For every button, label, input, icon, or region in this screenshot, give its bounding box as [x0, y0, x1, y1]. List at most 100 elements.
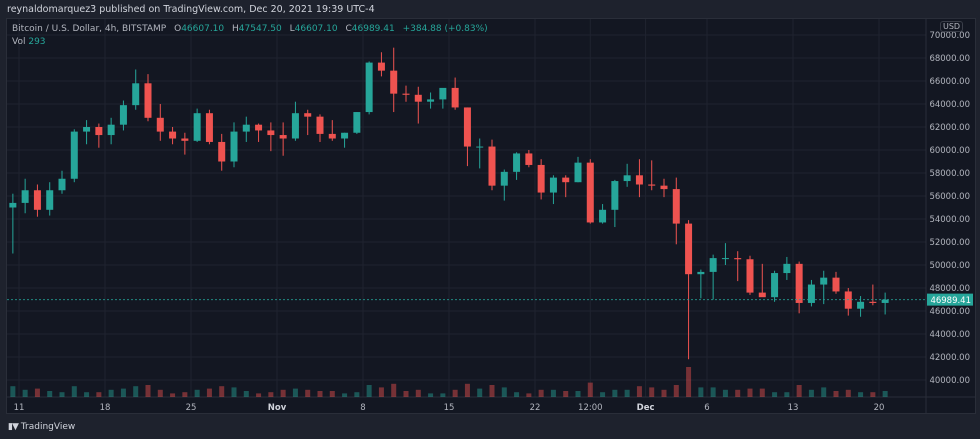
y-tick-label: 70000.00	[929, 31, 970, 41]
y-tick-label: 56000.00	[929, 192, 970, 202]
candle-body	[181, 138, 189, 141]
volume-bar	[636, 386, 642, 397]
candle-body	[586, 162, 594, 223]
chart-frame[interactable]	[6, 18, 976, 414]
y-tick-label: 58000.00	[929, 169, 970, 179]
candle-body	[513, 153, 521, 172]
candle-body	[242, 124, 250, 132]
volume-bar	[366, 385, 372, 397]
volume-bar	[464, 383, 470, 397]
candle-body	[279, 135, 287, 139]
candle-body	[549, 177, 557, 193]
volume-bar	[305, 389, 311, 397]
candle-body	[132, 83, 140, 106]
candle-body	[169, 131, 177, 139]
y-tick-label: 54000.00	[929, 215, 970, 225]
candle-body	[685, 223, 693, 275]
candle-body	[218, 141, 226, 162]
volume-bar	[624, 389, 630, 397]
candle-body	[291, 113, 299, 139]
candle-body	[832, 277, 840, 292]
candle-body	[46, 190, 54, 210]
candle-body	[525, 153, 533, 165]
footer-brand[interactable]: ▮▼ TradingView	[8, 422, 75, 432]
symbol-title: Bitcoin / U.S. Dollar, 4h, BITSTAMP	[12, 24, 167, 34]
candle-body	[623, 175, 631, 182]
change-value: +384.88 (+0.83%)	[402, 24, 488, 34]
volume-bar	[747, 388, 753, 397]
volume-bar	[833, 391, 839, 397]
y-tick-label: 52000.00	[929, 238, 970, 248]
y-tick-label: 64000.00	[929, 100, 970, 110]
open-label: O	[174, 24, 182, 34]
candle-body	[857, 301, 865, 309]
last-price-badge	[927, 293, 973, 306]
y-tick-label: 42000.00	[929, 353, 970, 363]
volume-bar	[796, 385, 802, 397]
y-tick-label: 48000.00	[929, 284, 970, 294]
candle-body	[377, 62, 385, 71]
candle-body	[660, 185, 668, 190]
volume-bar	[403, 391, 409, 397]
y-tick-label: 46000.00	[929, 307, 970, 317]
volume-bar	[673, 385, 679, 397]
volume-bar	[514, 392, 520, 397]
volume-bar	[194, 389, 200, 397]
volume-bar	[784, 392, 790, 397]
volume-bar	[759, 388, 765, 397]
candle-body	[611, 181, 619, 210]
volume-bar	[698, 387, 704, 397]
volume-bar	[735, 389, 741, 397]
candle-body	[746, 259, 754, 293]
x-tick-label: 15	[444, 403, 455, 413]
volume-bar	[722, 389, 728, 397]
candle-body	[574, 162, 582, 183]
candle-body	[144, 83, 152, 118]
x-tick-label: 20	[874, 403, 885, 413]
volume-bar	[71, 386, 77, 397]
candle-body	[414, 94, 422, 102]
x-tick-label: Nov	[268, 403, 287, 413]
volume-bar	[391, 383, 397, 397]
volume-bar	[219, 386, 225, 397]
volume-bar	[145, 385, 151, 397]
last-price-label: 46989.41	[930, 296, 971, 306]
candle-body	[95, 127, 103, 136]
volume-bar	[550, 389, 556, 397]
candle-body	[734, 258, 742, 260]
volume-bar	[575, 391, 581, 397]
y-tick-label: 60000.00	[929, 146, 970, 156]
volume-bar	[686, 367, 692, 397]
currency-button[interactable]: USD	[940, 21, 964, 32]
candle-body	[672, 189, 680, 224]
volume-bar	[329, 391, 335, 397]
x-tick-label: 22	[530, 403, 541, 413]
candle-body	[316, 116, 324, 134]
high-value: 47547.50	[238, 24, 282, 34]
candle-body	[9, 202, 17, 208]
volume-value: 293	[28, 37, 46, 47]
candle-body	[783, 263, 791, 274]
volume-bar	[452, 389, 458, 397]
volume-bar	[882, 391, 888, 397]
volume-bar	[440, 393, 446, 397]
candle-body	[562, 177, 570, 183]
volume-bar	[649, 387, 655, 397]
x-tick-label: Dec	[637, 403, 655, 413]
brand-name: TradingView	[20, 422, 76, 432]
volume-bar	[133, 386, 139, 397]
volume-bar	[317, 391, 323, 397]
candle-body	[721, 258, 729, 260]
candle-body	[599, 209, 607, 223]
volume-bar	[845, 389, 851, 397]
volume-bar	[342, 393, 348, 397]
volume-bar	[378, 387, 384, 397]
candle-body	[451, 87, 459, 108]
x-tick-label: 6	[704, 403, 709, 413]
candle-body	[476, 146, 484, 148]
volume-bar	[96, 392, 102, 397]
volume-bar	[772, 392, 778, 397]
candle-body	[402, 93, 410, 95]
volume-bar	[489, 385, 495, 397]
